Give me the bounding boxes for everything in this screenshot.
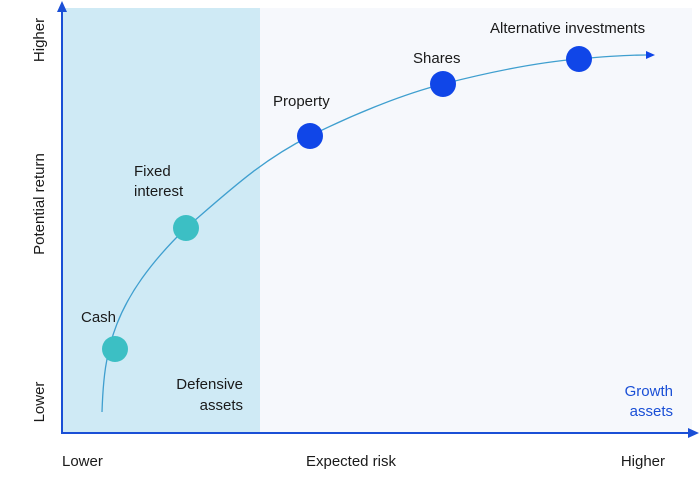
growth-assets-label-line2: assets: [630, 403, 673, 420]
alternative-investments-label: Alternative investments: [490, 20, 645, 37]
growth-assets-label-line1: Growth: [625, 383, 673, 400]
alternative-investments-dot: [566, 46, 592, 72]
shares-dot: [430, 71, 456, 97]
curve-arrowhead: [646, 51, 655, 59]
fixed-interest-label-line1: Fixed: [134, 163, 171, 180]
x-axis-arrowhead: [688, 428, 699, 438]
fixed-interest-dot: [173, 215, 199, 241]
y-axis-low-label: Lower: [31, 382, 48, 423]
cash-label: Cash: [81, 309, 116, 326]
y-axis-high-label: Higher: [31, 18, 48, 62]
y-axis-arrowhead: [57, 1, 67, 12]
x-axis-high-label: Higher: [621, 453, 665, 470]
defensive-assets-label-line2: assets: [200, 397, 243, 414]
defensive-assets-region: [62, 8, 260, 433]
property-label: Property: [273, 93, 330, 110]
y-axis-title: Potential return: [31, 153, 48, 255]
x-axis-title: Expected risk: [306, 453, 397, 470]
x-axis-low-label: Lower: [62, 453, 103, 470]
defensive-assets-label-line1: Defensive: [176, 376, 243, 393]
cash-dot: [102, 336, 128, 362]
shares-label: Shares: [413, 50, 461, 67]
fixed-interest-label-line2: interest: [134, 183, 184, 200]
property-dot: [297, 123, 323, 149]
